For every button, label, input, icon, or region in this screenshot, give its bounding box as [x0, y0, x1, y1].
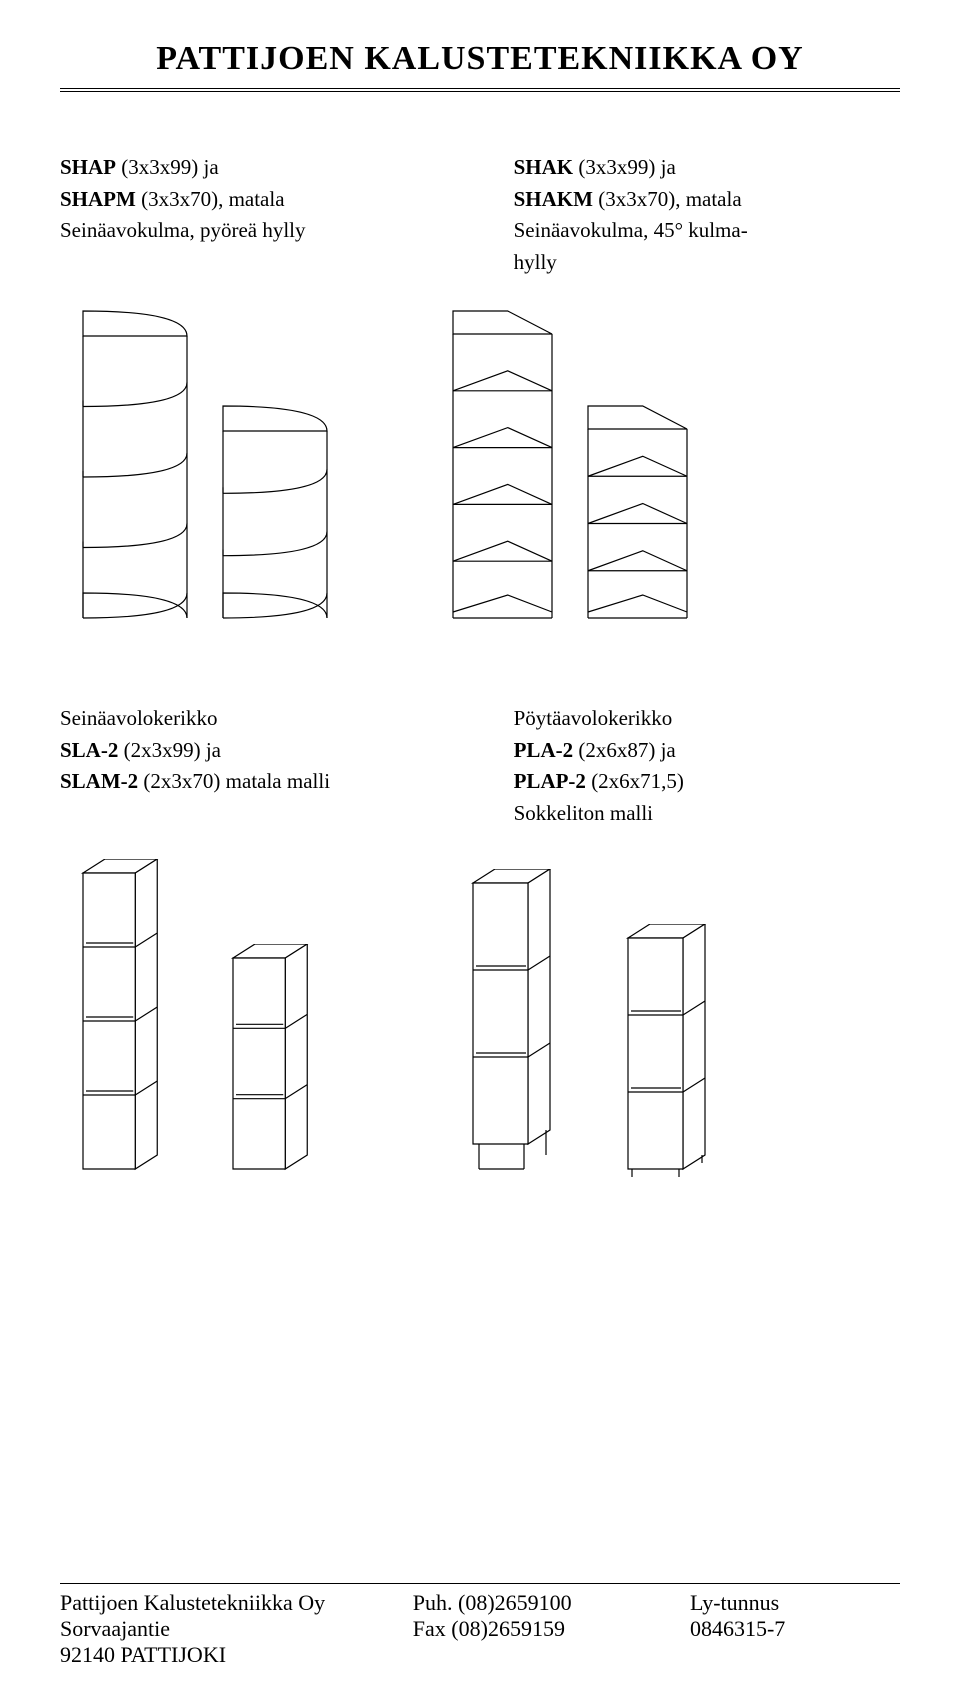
footer-blank2	[690, 1642, 900, 1668]
footer-blank1	[413, 1642, 690, 1668]
s2-left-code2: SLAM-2	[60, 769, 138, 793]
shelf-diagram	[585, 403, 690, 633]
shelf-diagram	[625, 924, 750, 1184]
shelf-diagram	[450, 308, 555, 633]
footer-company: Pattijoen Kalustetekniikka Oy	[60, 1590, 413, 1616]
s2-left-desc: Seinäavolokerikko	[60, 703, 446, 735]
footer-fax: Fax (08)2659159	[413, 1616, 690, 1642]
s1-right-code1: SHAK	[514, 155, 574, 179]
section1-text: SHAP (3x3x99) ja SHAPM (3x3x70), matala …	[60, 152, 900, 278]
footer-city: 92140 PATTIJOKI	[60, 1642, 413, 1668]
section2-left: Seinäavolokerikko SLA-2 (2x3x99) ja SLAM…	[60, 703, 446, 829]
shelf-diagram	[470, 869, 595, 1184]
company-name: PATTIJOEN KALUSTETEKNIIKKA OY	[60, 40, 900, 78]
section1-right: SHAK (3x3x99) ja SHAKM (3x3x70), matala …	[514, 152, 900, 278]
shelf-diagram	[80, 859, 200, 1184]
s2-right-desc: Pöytäavolokerikko	[514, 703, 900, 735]
s1-left-code2: SHAPM	[60, 187, 136, 211]
s1-right-desc2: hylly	[514, 247, 900, 279]
page-header: PATTIJOEN KALUSTETEKNIIKKA OY	[60, 40, 900, 78]
s2-right-code1: PLA-2	[514, 738, 574, 762]
s1-right-dims1: (3x3x99) ja	[578, 155, 675, 179]
s2-left-dims2: (2x3x70) matala malli	[143, 769, 330, 793]
s1-left-dims2: (3x3x70), matala	[141, 187, 284, 211]
s2-right-dims1: (2x6x87) ja	[578, 738, 675, 762]
page-footer: Pattijoen Kalustetekniikka Oy Puh. (08)2…	[60, 1583, 900, 1668]
footer-rule	[60, 1583, 900, 1584]
section2-text: Seinäavolokerikko SLA-2 (2x3x99) ja SLAM…	[60, 703, 900, 829]
s1-right-desc: Seinäavokulma, 45° kulma-	[514, 215, 900, 247]
shelf-diagram	[230, 944, 350, 1184]
s1-left-desc: Seinäavokulma, pyöreä hylly	[60, 215, 446, 247]
footer-taxlabel: Ly-tunnus	[690, 1590, 900, 1616]
footer-street: Sorvaajantie	[60, 1616, 413, 1642]
s1-right-dims2: (3x3x70), matala	[598, 187, 741, 211]
footer-phone: Puh. (08)2659100	[413, 1590, 690, 1616]
footer-taxid: 0846315-7	[690, 1616, 900, 1642]
s1-right-code2: SHAKM	[514, 187, 593, 211]
s1-left-dims1: (3x3x99) ja	[121, 155, 218, 179]
s2-left-code1: SLA-2	[60, 738, 118, 762]
section1-left: SHAP (3x3x99) ja SHAPM (3x3x70), matala …	[60, 152, 446, 278]
shelf-diagram	[80, 308, 190, 633]
s2-right-desc2: Sokkeliton malli	[514, 798, 900, 830]
header-rule	[60, 88, 900, 92]
s2-right-dims2: (2x6x71,5)	[591, 769, 684, 793]
section1-diagrams	[60, 308, 900, 633]
section2-right: Pöytäavolokerikko PLA-2 (2x6x87) ja PLAP…	[514, 703, 900, 829]
s1-left-code1: SHAP	[60, 155, 116, 179]
s2-left-dims1: (2x3x99) ja	[124, 738, 221, 762]
section2-diagrams	[60, 859, 900, 1184]
s2-right-code2: PLAP-2	[514, 769, 586, 793]
shelf-diagram	[220, 403, 330, 633]
